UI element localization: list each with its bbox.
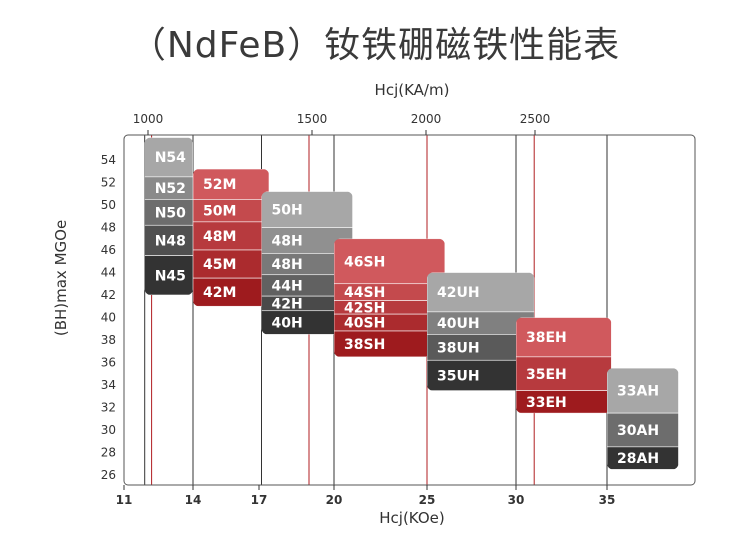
grade-label: 33AH	[617, 384, 659, 400]
grade-label: 42H	[272, 296, 303, 312]
grade-group: 38EH 35EH 33EH	[516, 317, 612, 414]
grade-label: 35EH	[526, 367, 567, 383]
grade-label: 50M	[203, 204, 236, 220]
grade-cell	[607, 412, 679, 448]
y-tick-label: 30	[101, 423, 116, 437]
y-tick-label: 42	[101, 288, 116, 302]
grade-label: N48	[155, 233, 186, 249]
grade-label: 52M	[203, 177, 236, 193]
grade-cell	[144, 255, 193, 295]
grade-cell	[334, 238, 445, 285]
grade-cell	[261, 191, 353, 228]
grade-cell	[144, 137, 193, 178]
grade-cell	[334, 330, 445, 357]
x-bottom-axis-title: Hcj(KOe)	[379, 509, 444, 527]
x-bottom-tick-label: 14	[185, 493, 202, 507]
x-top-tick-label: 2000	[411, 112, 442, 126]
grade-group-cells	[334, 238, 445, 357]
grade-cell	[144, 224, 193, 256]
plot-frame	[123, 134, 696, 486]
grade-label: 40H	[272, 316, 303, 332]
x-bottom-tick-label: 17	[251, 493, 268, 507]
y-tick-label: 28	[101, 446, 116, 460]
grade-group: N54 N52 N50 N48 N45	[144, 137, 193, 295]
grade-cell	[193, 221, 269, 251]
grade-label: 48H	[272, 257, 303, 273]
x-bottom-tick-label: 35	[599, 493, 616, 507]
y-tick-label: 54	[101, 153, 116, 167]
grade-label: 35UH	[437, 368, 480, 384]
y-axis-title: (BH)max MGOe	[52, 220, 70, 336]
grade-label: 30AH	[617, 423, 659, 439]
x-bottom-tick-label: 11	[116, 493, 133, 507]
grade-label: 38UH	[437, 340, 480, 356]
grade-cell	[261, 310, 353, 335]
grade-cell	[193, 249, 269, 279]
y-tick-label: 34	[101, 378, 116, 392]
grade-label: N54	[155, 150, 186, 166]
grade-cell	[193, 277, 269, 307]
grade-group: 52M 50M 48M 45M 42M	[193, 169, 269, 307]
y-tick-label: 46	[101, 243, 116, 257]
x-bottom-tick-label: 30	[508, 493, 525, 507]
y-tick-label: 44	[101, 266, 116, 280]
grade-label: 46SH	[344, 254, 385, 270]
x-top-tick-label: 1500	[297, 112, 328, 126]
grade-label: 33EH	[526, 395, 567, 411]
x-top-tick-label: 2500	[520, 112, 551, 126]
y-tick-label: 40	[101, 311, 116, 325]
y-tick-label: 50	[101, 198, 116, 212]
x-top-tick-label: 1000	[133, 112, 164, 126]
grade-label: 38SH	[344, 337, 385, 353]
grade-label: 40UH	[437, 316, 480, 332]
grade-label: 48M	[203, 229, 236, 245]
grade-label: 38EH	[526, 330, 567, 346]
grade-group-cells	[516, 317, 612, 414]
grade-label: 40SH	[344, 316, 385, 332]
x-top-axis-title: Hcj(KA/m)	[375, 81, 450, 99]
grade-label: 42M	[203, 285, 236, 301]
y-tick-label: 32	[101, 401, 116, 415]
grade-cell	[607, 368, 679, 414]
y-tick-label: 52	[101, 176, 116, 190]
grade-label: 48H	[272, 233, 303, 249]
axes: 11 14 17 20 25 30 35 1000 1500 2000 2500 26 28 30 32 34…	[101, 112, 696, 507]
grade-label: 42SH	[344, 300, 385, 316]
grade-label: 28AH	[617, 451, 659, 467]
grade-label: 45M	[203, 257, 236, 273]
grade-blocks: N54 N52 N50 N48 N45 52M 50M 48M 45M 42M 50H 48H 48H 4…	[144, 137, 679, 470]
y-tick-label: 38	[101, 333, 116, 347]
grade-label: 50H	[272, 203, 303, 219]
grade-label: 42UH	[437, 285, 480, 301]
grade-group-cells	[144, 137, 193, 295]
x-bottom-tick-label: 20	[326, 493, 343, 507]
grade-group: 50H 48H 48H 44H 42H 40H	[261, 191, 353, 335]
grade-group-cells	[261, 191, 353, 335]
grade-cell	[516, 356, 612, 391]
grade-label: N52	[155, 181, 186, 197]
grade-cell	[516, 390, 612, 414]
grade-label: N50	[155, 205, 186, 221]
grade-label: 44SH	[344, 285, 385, 301]
grade-group-cells	[607, 368, 679, 470]
grade-label: N45	[155, 268, 186, 284]
y-tick-label: 48	[101, 221, 116, 235]
y-tick-label: 36	[101, 356, 116, 370]
y-tick-label: 26	[101, 468, 116, 482]
x-bottom-tick-label: 25	[419, 493, 436, 507]
grade-label: 44H	[272, 278, 303, 294]
page-title: （NdFeB）钕铁硼磁铁性能表	[129, 25, 621, 66]
grade-group-cells	[193, 169, 269, 307]
grade-cell	[607, 446, 679, 470]
grade-group: 33AH 30AH 28AH	[607, 368, 679, 470]
